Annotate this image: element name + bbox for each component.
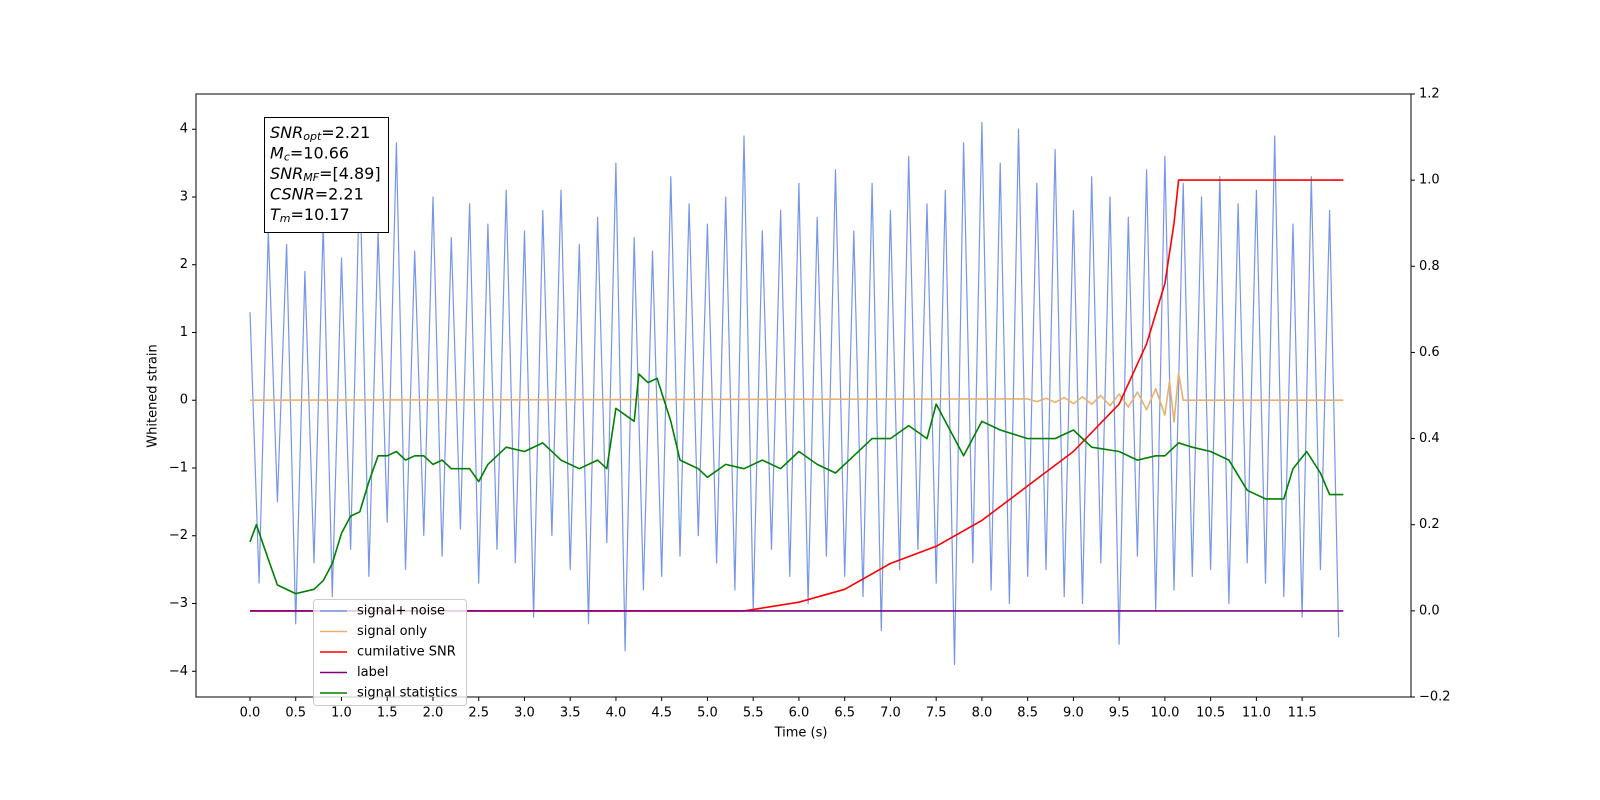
x-tick-label: 6.0 [789,706,810,721]
y-tick-label: 0 [180,393,188,408]
x-tick-label: 5.0 [697,706,718,721]
x-tick-label: 11.5 [1288,706,1317,721]
y2-tick-label: 0.2 [1419,517,1440,532]
y-axis-label: Whitened strain [146,344,161,447]
x-tick-label: 8.0 [972,706,993,721]
annotation-text: =10.17 [291,205,350,224]
x-tick-label: 8.5 [1017,706,1038,721]
y2-tick-label: 0.0 [1419,603,1440,618]
x-tick-label: 10.5 [1196,706,1225,721]
annotation-symbol: M [270,143,284,162]
series-line [249,121,1340,666]
annotation-line: CSNR=2.21 [270,184,364,203]
x-axis-label: Time (s) [774,726,828,741]
x-tick-label: 6.5 [834,706,855,721]
x-tick-label: 11.0 [1242,706,1271,721]
annotation-text: =10.66 [290,143,349,162]
x-tick-label: 10.0 [1150,706,1179,721]
legend-box [313,599,467,706]
y2-tick-label: 0.4 [1419,431,1440,446]
annotation-subscript: m [280,212,291,225]
y-tick-label: −1 [169,460,188,475]
annotation-subscript: MF [303,171,319,184]
series-line [249,373,1344,595]
legend-label: signal only [357,624,427,639]
x-tick-label: 7.0 [880,706,901,721]
annotation-line: SNRMF=[4.89] [270,164,381,185]
annotation-line: Tm=10.17 [270,205,350,226]
x-tick-label: 0.0 [240,706,261,721]
legend-label: cumilative SNR [357,645,456,660]
annotation-subscript: opt [303,130,322,143]
x-tick-label: 9.5 [1109,706,1130,721]
y-tick-label: 3 [180,189,188,204]
annotation-text: =2.21 [315,184,364,203]
annotation-symbol: SNR [270,123,303,142]
y-tick-label: 2 [180,257,188,272]
legend: signal+ noise signal only cumilative SNR la… [320,604,458,701]
x-tick-label: 1.0 [331,706,352,721]
legend-label: label [357,665,388,680]
annotation-line: Mc=10.66 [270,143,349,164]
y2-tick-label: 1.2 [1419,87,1440,102]
y2-tick-label: 0.8 [1419,259,1440,274]
y-tick-label: −2 [169,528,188,543]
x-tick-label: 5.5 [743,706,764,721]
x-tick-label: 1.5 [377,706,398,721]
x-tick-label: 3.0 [514,706,535,721]
annotation-subscript: c [284,151,290,164]
series-line [249,372,1344,423]
y-tick-label: 1 [180,325,188,340]
y2-tick-label: 1.0 [1419,173,1440,188]
y2-tick-label: −0.2 [1419,690,1451,705]
annotation-box [264,117,389,233]
x-tick-label: 9.0 [1063,706,1084,721]
annotation-line: SNRopt=2.21 [270,123,370,144]
annotation-symbol: CSNR [270,184,315,203]
legend-label: signal+ noise [357,604,445,619]
annotation-text: =2.21 [321,123,370,142]
annotation: SNRopt=2.21Mc=10.66SNRMF=[4.89]CSNR=2.21… [270,123,381,226]
y-tick-label: −4 [169,664,188,679]
x-tick-label: 3.5 [560,706,581,721]
axes-frame [195,93,1412,698]
x-tick-label: 2.5 [468,706,489,721]
x-tick-label: 2.0 [423,706,444,721]
y2-tick-label: 0.6 [1419,345,1440,360]
annotation-text: =[4.89] [319,164,381,183]
x-tick-label: 4.0 [606,706,627,721]
annotation-symbol: SNR [270,164,303,183]
y-tick-label: 4 [180,122,188,137]
x-tick-label: 0.5 [285,706,306,721]
legend-label: signal statistics [357,686,458,701]
y-tick-label: −3 [169,596,188,611]
annotation-symbol: T [270,205,281,224]
x-tick-label: 4.5 [651,706,672,721]
x-tick-label: 7.5 [926,706,947,721]
series-line [250,179,1344,612]
